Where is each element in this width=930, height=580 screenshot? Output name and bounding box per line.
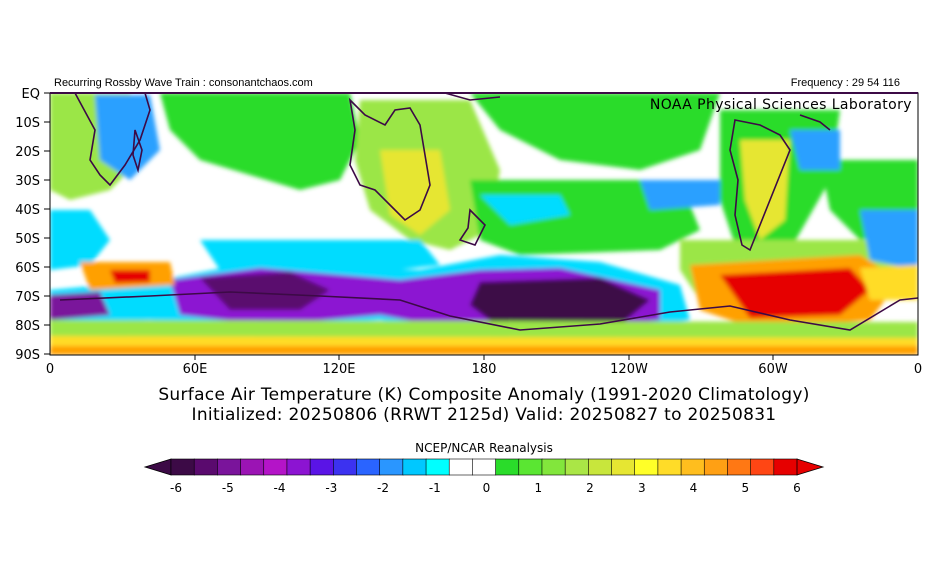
lon-label: 60W xyxy=(758,362,788,377)
colorbar-bin xyxy=(727,458,752,476)
colorbar-tick-label: -5 xyxy=(222,481,234,495)
colorbar-tick-label: -2 xyxy=(377,481,389,495)
colorbar-tick-label: -4 xyxy=(274,481,286,495)
lat-label: 80S xyxy=(15,319,40,334)
colorbar-ticks: -6 -5 -4 -3 -2 -1 0 1 2 3 4 5 6 xyxy=(170,481,801,495)
lon-axis: 0 60E 120E 180 120W 60W 0 xyxy=(46,362,922,377)
header-right-text: Frequency : 29 54 116 xyxy=(790,77,900,89)
colorbar-bin xyxy=(564,458,589,476)
colorbar-bin xyxy=(425,458,450,476)
colorbar-bin xyxy=(495,458,520,476)
colorbar-tick-label: 2 xyxy=(586,481,594,495)
coastlines xyxy=(59,93,918,331)
colorbar-bin xyxy=(611,458,636,476)
colorbar-bins xyxy=(170,458,798,476)
lat-ticks xyxy=(44,92,50,355)
colorbar-tick-label: 5 xyxy=(741,481,749,495)
colorbar-bin xyxy=(309,458,334,476)
lon-label: 60E xyxy=(183,362,208,377)
lat-label: EQ xyxy=(22,87,40,102)
lon-label: 120W xyxy=(610,362,648,377)
colorbar-bin xyxy=(379,458,404,476)
colorbar-bin xyxy=(634,458,659,476)
lat-label: 40S xyxy=(15,203,40,218)
header-left-text: Recurring Rossby Wave Train : consonantc… xyxy=(54,77,313,89)
figure-title-line1: Surface Air Temperature (K) Composite An… xyxy=(158,385,810,405)
colorbar-bin xyxy=(703,458,729,476)
colorbar: -6 -5 -4 -3 -2 -1 0 1 2 3 4 5 6 xyxy=(143,458,825,495)
colorbar-bin xyxy=(286,458,311,476)
colorbar-bin xyxy=(657,458,682,476)
colorbar-bin xyxy=(193,458,218,476)
colorbar-tick-label: 6 xyxy=(793,481,801,495)
colorbar-bin xyxy=(588,458,613,476)
lon-label: 0 xyxy=(46,362,54,377)
colorbar-min-arrow xyxy=(143,458,172,476)
colorbar-bin xyxy=(356,458,381,476)
lon-label: 180 xyxy=(472,362,497,377)
colorbar-tick-label: -3 xyxy=(325,481,337,495)
colorbar-tick-label: 0 xyxy=(483,481,491,495)
colorbar-bin xyxy=(448,458,474,476)
figure-title-line2: Initialized: 20250806 (RRWT 2125d) Valid… xyxy=(191,405,777,425)
lat-label: 90S xyxy=(15,348,40,363)
colorbar-bin xyxy=(402,458,427,476)
lat-label: 70S xyxy=(15,290,40,305)
temperature-field xyxy=(50,93,918,355)
noaa-watermark: NOAA Physical Sciences Laboratory xyxy=(650,97,912,113)
colorbar-bin xyxy=(240,458,265,476)
lon-label: 0 xyxy=(914,362,922,377)
lat-label: 30S xyxy=(15,174,40,189)
colorbar-bin xyxy=(518,458,543,476)
colorbar-bin xyxy=(472,458,497,476)
colorbar-tick-label: 1 xyxy=(534,481,542,495)
lat-axis: EQ 10S 20S 30S 40S 50S 60S 70S 80S 90S xyxy=(15,87,40,363)
lat-label: 60S xyxy=(15,261,40,276)
lon-ticks xyxy=(194,355,774,360)
colorbar-bin xyxy=(680,458,705,476)
lat-label: 20S xyxy=(15,145,40,160)
colorbar-tick-label: -6 xyxy=(170,481,182,495)
colorbar-tick-label: 4 xyxy=(690,481,698,495)
colorbar-tick-label: -1 xyxy=(429,481,441,495)
colorbar-source-label: NCEP/NCAR Reanalysis xyxy=(415,441,553,455)
colorbar-bin xyxy=(263,458,288,476)
lat-label: 50S xyxy=(15,232,40,247)
colorbar-tick-label: 3 xyxy=(638,481,646,495)
colorbar-bin xyxy=(750,458,775,476)
colorbar-bin xyxy=(217,458,242,476)
colorbar-max-arrow xyxy=(796,458,825,476)
colorbar-bin xyxy=(170,458,195,476)
lat-label: 10S xyxy=(15,116,40,131)
colorbar-bin xyxy=(773,458,798,476)
lon-label: 120E xyxy=(322,362,355,377)
colorbar-bin xyxy=(332,458,358,476)
colorbar-bin xyxy=(541,458,566,476)
